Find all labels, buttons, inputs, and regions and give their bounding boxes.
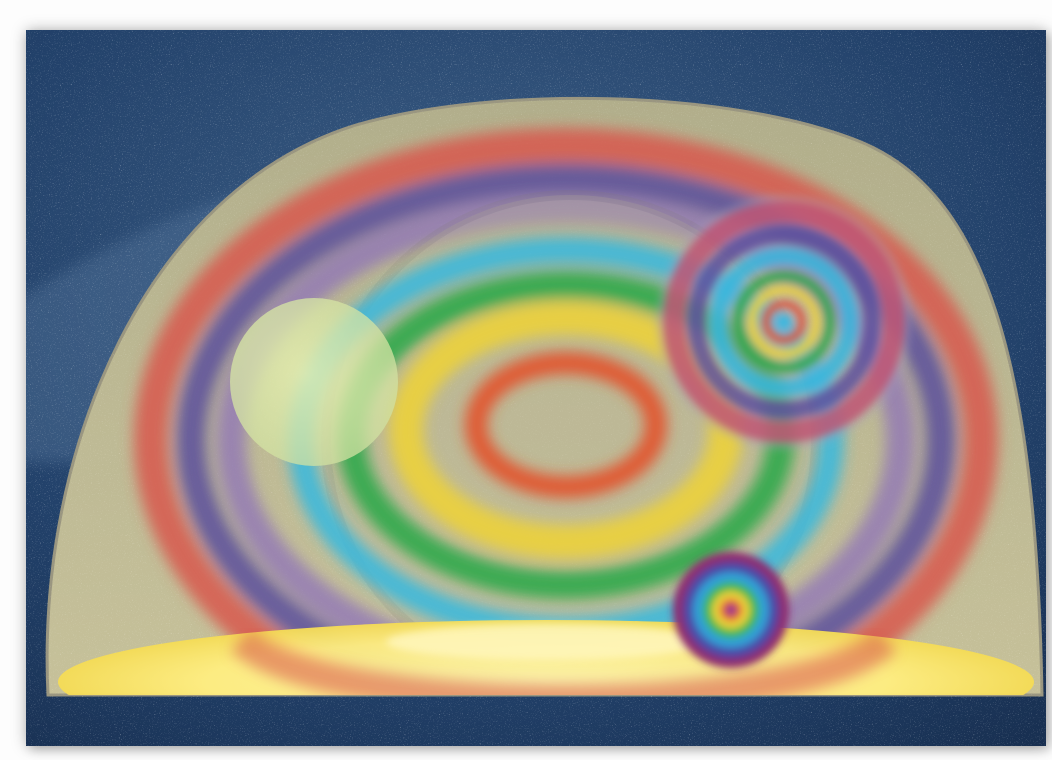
artwork-canvas <box>26 30 1046 746</box>
artwork <box>26 30 1046 746</box>
glowing-floor <box>58 620 1034 696</box>
pale-moon <box>230 298 398 466</box>
dome-interior <box>47 98 1042 696</box>
floor-highlight <box>386 624 706 660</box>
ringed-sphere-large <box>656 194 912 450</box>
ringed-sphere-small <box>673 552 789 668</box>
